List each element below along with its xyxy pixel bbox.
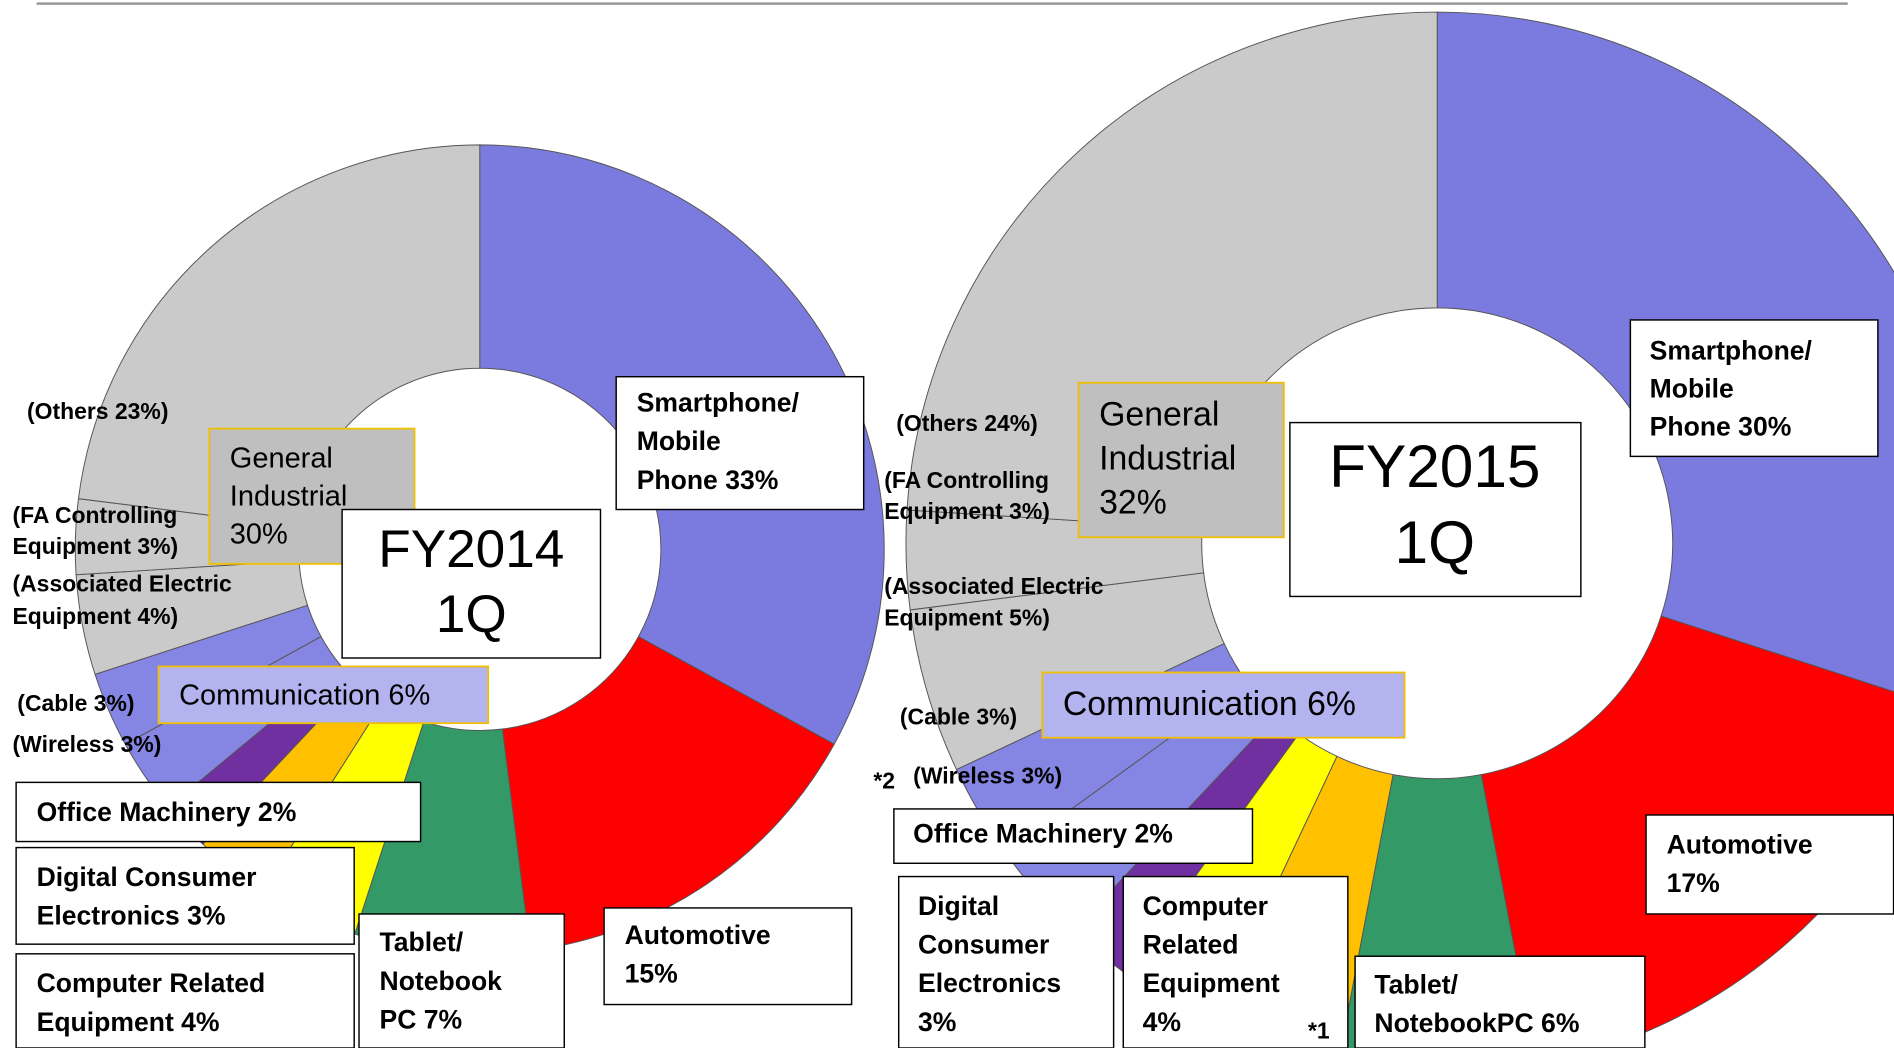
slice-label: Equipment 3%) (884, 498, 1050, 524)
label-box (897, 875, 1115, 1048)
slice-label: Equipment 4% (37, 1007, 220, 1037)
slice-label: Automotive (1667, 829, 1813, 859)
group-label: 30% (230, 519, 288, 551)
slice-label: Digital Consumer (37, 862, 257, 892)
slice-label: Phone 33% (637, 465, 779, 495)
slice-label: Phone 30% (1650, 412, 1792, 442)
slice-label: Computer Related (37, 968, 266, 998)
slice-label: (Associated Electric (12, 571, 232, 597)
label-box (15, 846, 355, 945)
center-label: 1Q (436, 585, 507, 644)
group-label: Industrial (1099, 440, 1236, 478)
group-label: Communication 6% (1063, 685, 1356, 723)
footnote-marker: *1 (1308, 1017, 1330, 1043)
slice-label: Electronics 3% (37, 901, 226, 931)
slice-label: Smartphone/ (1650, 336, 1813, 366)
slice-label: (FA Controlling (12, 502, 177, 528)
group-label-box (1077, 381, 1285, 539)
slice-label: Computer (1143, 891, 1268, 921)
label-box (15, 953, 355, 1048)
slice-label: (Others 24%) (896, 410, 1037, 436)
slice-label: Office Machinery 2% (37, 797, 297, 827)
slice-label: (Wireless 3%) (12, 731, 161, 757)
slice-label: Equipment 5%) (884, 604, 1050, 630)
slice-label: Notebook (380, 966, 503, 996)
label-box (1354, 955, 1646, 1048)
label-box (893, 808, 1254, 864)
center-box (341, 508, 602, 659)
slice-label: Automotive (625, 920, 771, 950)
slice-label: 17% (1667, 868, 1720, 898)
slice-label: Office Machinery 2% (913, 819, 1173, 849)
slice-label: PC 7% (380, 1004, 463, 1034)
slice-label: Tablet/ (380, 927, 464, 957)
slice-label: NotebookPC 6% (1374, 1008, 1579, 1038)
center-box (1289, 421, 1582, 598)
group-label: General (1099, 395, 1219, 433)
group-label-box (157, 665, 490, 725)
center-label: FY2015 (1329, 432, 1540, 500)
label-box (603, 907, 853, 1006)
group-label-box (1041, 671, 1406, 739)
group-label: 32% (1099, 484, 1167, 522)
label-box (1629, 319, 1879, 458)
slice-label: Equipment 3%) (12, 533, 178, 559)
slice-label: Equipment (1143, 968, 1280, 998)
slice-label: Tablet/ (1374, 969, 1458, 999)
slice-label: (Cable 3%) (17, 690, 134, 716)
slice-label: (Others 23%) (27, 398, 169, 424)
group-label: General (230, 443, 333, 475)
slice-label: Mobile (637, 426, 721, 456)
slice-label: 3% (918, 1007, 956, 1037)
label-box (1122, 875, 1349, 1048)
slice-label: Smartphone/ (637, 387, 800, 417)
center-label: 1Q (1395, 508, 1476, 576)
slice-label: 15% (625, 959, 678, 989)
center-label: FY2014 (378, 520, 564, 579)
label-box (615, 375, 865, 511)
slice-label: 4% (1143, 1007, 1181, 1037)
slice-label: Consumer (918, 930, 1049, 960)
slice-label: Digital (918, 891, 999, 921)
slice-label: (Associated Electric (884, 573, 1104, 599)
slice-label: Related (1143, 930, 1239, 960)
slice-label: Equipment 4%) (12, 603, 178, 629)
label-box (15, 781, 422, 843)
label-box (1645, 814, 1894, 915)
slice-label: Electronics (918, 968, 1061, 998)
slice-label: (Cable 3%) (900, 703, 1017, 729)
footnote-marker: *2 (873, 767, 895, 793)
slice-label: (FA Controlling (884, 467, 1049, 493)
label-box (358, 913, 565, 1048)
group-label: Industrial (230, 481, 348, 513)
group-label: Communication 6% (179, 679, 430, 711)
slice-label: Mobile (1650, 374, 1734, 404)
slice-label: (Wireless 3%) (913, 763, 1062, 789)
